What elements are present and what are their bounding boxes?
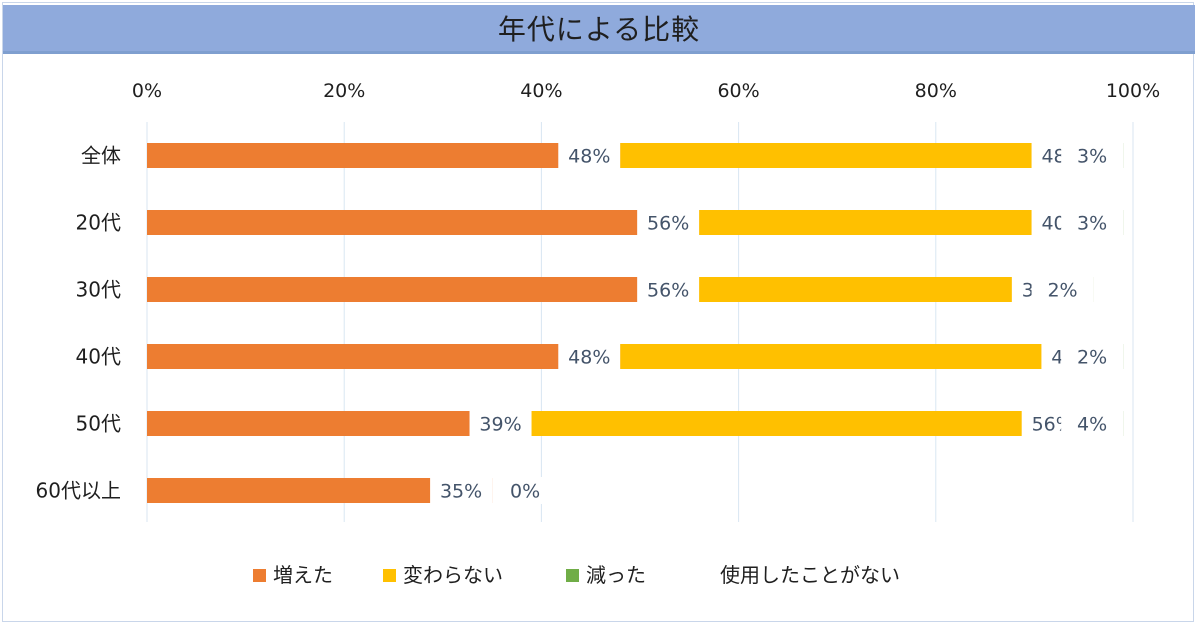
x-tick-label: 0% (132, 80, 162, 102)
x-tick-label: 60% (717, 80, 759, 102)
category-label: 20代 (76, 211, 121, 235)
chart-title-banner: 年代による比較 (3, 5, 1195, 54)
legend-swatch (566, 569, 579, 582)
bar-segment (147, 210, 700, 235)
data-label-pad (1061, 209, 1124, 236)
data-label: 0% (510, 481, 540, 503)
x-tick-label: 20% (323, 80, 365, 102)
x-tick-label: 80% (915, 80, 957, 102)
data-label-pad (469, 410, 532, 437)
bar-segment (147, 143, 621, 168)
legend-swatch (383, 569, 396, 582)
chart-title: 年代による比較 (497, 13, 701, 46)
data-label-pad (558, 142, 621, 169)
bar-segment (147, 411, 532, 436)
data-label: 4% (1077, 414, 1107, 436)
data-label: 39% (479, 414, 521, 436)
data-label: 56% (647, 213, 689, 235)
bar-segment (147, 277, 700, 302)
legend-swatch (253, 569, 266, 582)
bar-segment (699, 277, 1074, 302)
data-label: 2% (1047, 280, 1077, 302)
bar-segment (620, 143, 1094, 168)
legend-label: 増えた (273, 563, 333, 587)
category-label: 全体 (81, 144, 121, 168)
data-label-pad (494, 477, 557, 504)
bar-segment (699, 210, 1094, 235)
category-label: 60代以上 (36, 479, 121, 503)
data-label-pad (637, 276, 700, 303)
x-tick-label: 100% (1106, 80, 1160, 102)
data-label-pad (1061, 343, 1124, 370)
data-label: 3% (1077, 213, 1107, 235)
data-label-pad (1031, 276, 1094, 303)
x-tick-label: 40% (520, 80, 562, 102)
data-label-pad (637, 209, 700, 236)
data-label: 48% (568, 146, 610, 168)
data-label-pad (1061, 410, 1124, 437)
category-label: 40代 (76, 345, 121, 369)
legend-label: 減った (586, 563, 646, 587)
data-label-pad (1061, 142, 1124, 169)
data-label: 56% (647, 280, 689, 302)
data-label-pad (430, 477, 493, 504)
category-label: 50代 (76, 412, 121, 436)
data-label-pad (558, 343, 621, 370)
data-label: 48% (568, 347, 610, 369)
category-label: 30代 (76, 278, 121, 302)
data-label: 3% (1077, 146, 1107, 168)
data-label: 2% (1077, 347, 1107, 369)
bar-segment (147, 344, 621, 369)
bar-segment (620, 344, 1104, 369)
legend-label: 変わらない (403, 563, 503, 587)
bar-segment (531, 411, 1084, 436)
chart-frame (2, 2, 1194, 622)
data-label: 35% (440, 481, 482, 503)
legend-label: 使用したことがない (720, 563, 900, 587)
